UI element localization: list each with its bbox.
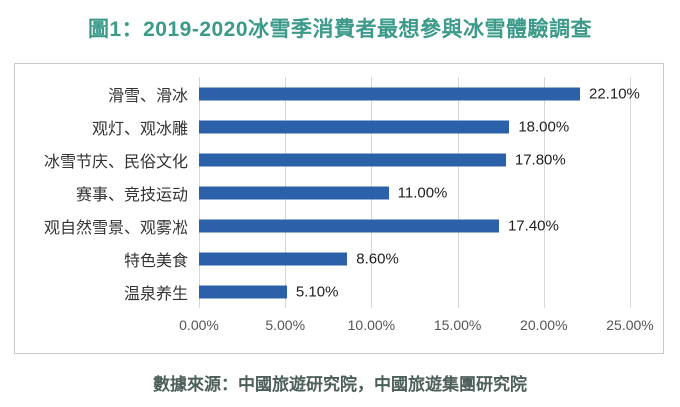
chart-container: 滑雪、滑冰 22.10% 观灯、观冰雕 18.00% 冰雪节庆、民俗文化 17.80% 赛事…	[14, 63, 664, 354]
gridline	[543, 77, 545, 308]
chart-title: 圖1：2019-2020冰雪季消費者最想參與冰雪體驗調查	[87, 18, 593, 41]
value-label: 5.10%	[295, 283, 339, 300]
category-label: 温泉养生	[123, 285, 188, 303]
bar	[199, 285, 287, 298]
bar-row: 赛事、竞技运动 11.00%	[76, 176, 630, 209]
x-tick-label: 25.00%	[606, 317, 654, 333]
x-tick-label: 0.00%	[179, 317, 219, 333]
bar	[199, 219, 499, 232]
category-label: 赛事、竞技运动	[75, 186, 188, 204]
data-source-caption: 數據來源：中國旅遊研究院，中國旅遊集團研究院	[153, 375, 527, 394]
bar-row: 滑雪、滑冰 22.10%	[108, 77, 640, 110]
x-tick-label: 10.00%	[347, 317, 396, 333]
bar	[199, 120, 510, 133]
bar	[199, 252, 348, 265]
x-tick-label: 15.00%	[433, 317, 482, 333]
x-axis: 0.00% 5.00% 10.00% 15.00% 20.00% 25.00%	[179, 308, 654, 340]
value-label: 18.00%	[518, 118, 570, 135]
bar-row: 观自然雪景、观雾凇 17.40%	[44, 209, 630, 242]
category-label: 特色美食	[123, 252, 188, 270]
value-label: 8.60%	[356, 250, 399, 267]
value-label: 11.00%	[397, 184, 448, 201]
category-label: 观自然雪景、观雾凇	[43, 219, 188, 237]
plot-area: 滑雪、滑冰 22.10% 观灯、观冰雕 18.00% 冰雪节庆、民俗文化 17.80% 赛事…	[44, 77, 654, 333]
category-label: 观灯、观冰雕	[91, 120, 188, 138]
bar-rows: 滑雪、滑冰 22.10% 观灯、观冰雕 18.00% 冰雪节庆、民俗文化 17.80% 赛事…	[44, 77, 640, 308]
gridline	[457, 77, 459, 308]
x-tick-label: 5.00%	[265, 317, 306, 333]
value-label: 17.40%	[507, 217, 559, 234]
value-label: 22.10%	[589, 85, 640, 102]
bar	[199, 186, 389, 199]
bar-row: 冰雪节庆、民俗文化 17.80%	[44, 143, 630, 176]
bar	[199, 87, 580, 100]
category-label: 滑雪、滑冰	[107, 87, 188, 105]
bar-row: 温泉养生 5.10%	[124, 275, 630, 308]
bar-row: 观灯、观冰雕 18.00%	[92, 110, 630, 143]
x-tick-label: 20.00%	[520, 317, 568, 333]
value-label: 17.80%	[514, 151, 566, 168]
category-label: 冰雪节庆、民俗文化	[43, 153, 188, 171]
bar	[199, 153, 506, 166]
bar-row: 特色美食 8.60%	[124, 242, 630, 275]
gridline	[630, 77, 631, 308]
